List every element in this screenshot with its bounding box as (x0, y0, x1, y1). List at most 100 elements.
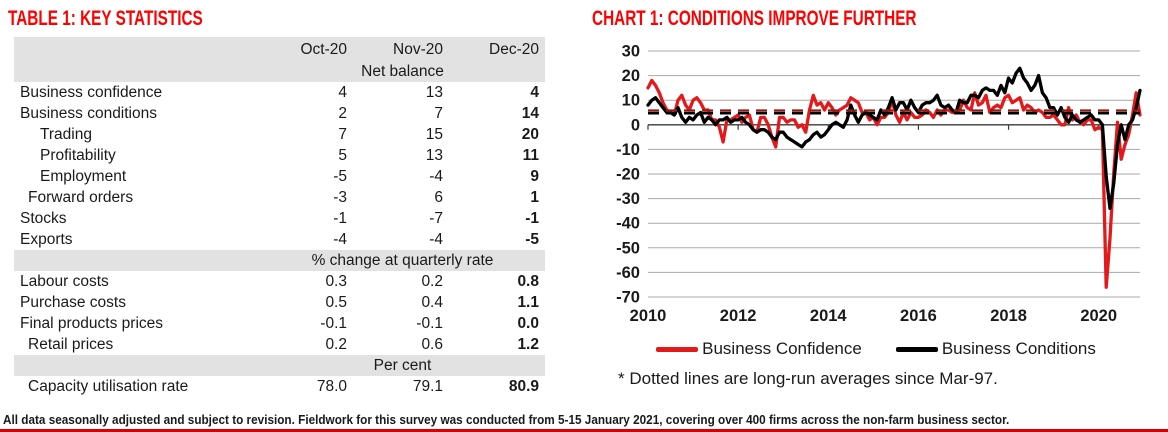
row-label: Stocks (20, 209, 67, 227)
unit-band: % change at quarterly rate (14, 250, 545, 271)
chart-title: Chart 1: Conditions improve further (592, 7, 917, 30)
row-value: 6 (434, 188, 443, 206)
confidence-line-swatch (656, 346, 699, 352)
table-title: Table 1: Key Statistics (8, 7, 203, 30)
table-row: Labour costs 0.3 0.2 0.8 (14, 271, 545, 292)
row-label: Capacity utilisation rate (28, 377, 189, 395)
row-value: 13 (425, 83, 443, 101)
row-value: 4 (530, 83, 539, 101)
row-value: 79.1 (412, 377, 443, 395)
row-label: Business conditions (20, 104, 157, 122)
row-value: 7 (434, 104, 443, 122)
row-label: Purchase costs (20, 293, 126, 311)
survey-footnote: All data seasonally adjusted and subject… (3, 413, 1010, 427)
row-label: Business confidence (20, 83, 163, 101)
row-value: 11 (522, 146, 539, 164)
row-value: 5 (338, 146, 347, 164)
row-value: -5 (525, 230, 539, 248)
y-axis-label: -60 (616, 264, 640, 282)
bottom-red-rule (0, 429, 1168, 432)
table-row: Forward orders -3 6 1 (14, 187, 545, 208)
row-value: 15 (425, 125, 443, 143)
table-row: Trading 7 15 20 (14, 124, 545, 145)
column-header-oct: Oct-20 (300, 41, 347, 58)
row-value: 80.9 (508, 377, 539, 395)
unit-row-net-balance: Net balance (14, 61, 545, 82)
row-value: -0.1 (320, 314, 347, 332)
table-row: Purchase costs 0.5 0.4 1.1 (14, 292, 545, 313)
row-value: 1.1 (517, 293, 539, 311)
table-row: Business conditions 2 7 14 (14, 103, 545, 124)
y-axis-label: -50 (616, 239, 640, 257)
unit-band: Per cent (14, 355, 545, 376)
row-value: 0.8 (517, 272, 539, 290)
unit-label: % change at quarterly rate (311, 252, 494, 269)
legend-label-conditions: Business Conditions (941, 339, 1096, 358)
row-label: Forward orders (28, 188, 134, 206)
table-row: Business confidence 4 13 4 (14, 82, 545, 103)
chart-panel: Chart 1: Conditions improve further 30 20… (584, 0, 1168, 432)
row-value: -3 (333, 188, 347, 206)
row-label: Final products prices (20, 314, 164, 332)
chart-legend: Business Confidence Business Conditions (584, 339, 1168, 359)
business-conditions-line (646, 66, 1142, 211)
row-label: Employment (40, 167, 127, 185)
row-label: Labour costs (20, 272, 109, 290)
row-value: 14 (521, 104, 539, 122)
x-axis-label: 2014 (810, 307, 848, 325)
row-value: -1 (333, 209, 347, 227)
x-axis-label: 2012 (720, 307, 757, 325)
row-value: 20 (521, 125, 539, 143)
x-axis-label: 2018 (990, 307, 1027, 325)
row-value: 0.4 (421, 293, 443, 311)
legend-item-conditions: Business Conditions (895, 339, 1096, 359)
row-value: -0.1 (416, 314, 443, 332)
row-value: 0.2 (421, 272, 443, 290)
row-value: -4 (429, 230, 443, 248)
row-value: 0.0 (517, 314, 539, 332)
y-axis-label: 10 (622, 92, 640, 110)
y-axis-label: 0 (631, 116, 640, 134)
unit-label: Per cent (373, 357, 432, 374)
column-header-nov: Nov-20 (393, 41, 443, 58)
row-value: 0.6 (421, 335, 443, 353)
y-axis-label: -40 (616, 215, 640, 233)
y-axis-label: -70 (616, 289, 640, 307)
x-axis-label: 2020 (1080, 307, 1117, 325)
y-axis-label: 30 (622, 43, 640, 61)
table-body: Business confidence 4 13 4 Business conditio… (14, 82, 545, 397)
row-label: Exports (20, 230, 73, 248)
table-header: Oct-20 Nov-20 Dec-20 Net balance (14, 37, 545, 82)
row-label: Retail prices (28, 335, 114, 353)
row-value: -7 (429, 209, 443, 227)
unit-label: Net balance (361, 63, 444, 80)
row-value: 1 (530, 188, 539, 206)
row-value: -4 (333, 230, 347, 248)
conditions-line-swatch (895, 346, 938, 352)
row-value: -4 (429, 167, 443, 185)
row-value: 78.0 (316, 377, 347, 395)
y-axis-label: -30 (616, 190, 640, 208)
table-row: Retail prices 0.2 0.6 1.2 (14, 334, 545, 355)
legend-item-confidence: Business Confidence (656, 339, 862, 359)
row-value: 13 (425, 146, 443, 164)
y-axis-label: -20 (616, 166, 640, 184)
key-statistics-table: Oct-20 Nov-20 Dec-20 Net balance Busines… (14, 37, 545, 397)
table-row: Stocks -1 -7 -1 (14, 208, 545, 229)
row-value: 1.2 (517, 335, 539, 353)
x-axis-label: 2010 (630, 307, 667, 325)
row-value: 0.5 (325, 293, 347, 311)
row-value: -5 (333, 167, 347, 185)
row-value: 2 (338, 104, 347, 122)
row-value: 0.3 (325, 272, 347, 290)
y-axis-label: 20 (622, 67, 640, 85)
row-label: Profitability (40, 146, 116, 164)
legend-label-confidence: Business Confidence (702, 339, 862, 358)
row-value: 0.2 (325, 335, 347, 353)
table-row: Exports -4 -4 -5 (14, 229, 545, 250)
table-row: Employment -5 -4 9 (14, 166, 545, 187)
row-label: Trading (40, 125, 92, 143)
table-panel: Table 1: Key Statistics Oct-20 Nov-20 De… (8, 7, 545, 397)
